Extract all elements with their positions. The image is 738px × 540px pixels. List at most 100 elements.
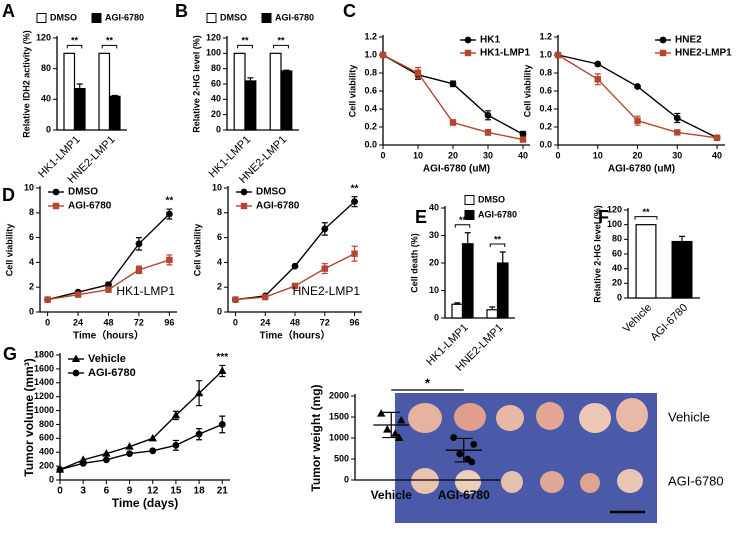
y-tick-label: 0.6 xyxy=(539,85,552,95)
bar xyxy=(233,52,246,131)
marker xyxy=(74,291,82,298)
significance-bracket xyxy=(454,224,471,228)
x-tick-label: 48 xyxy=(290,317,300,327)
photo-label: AGI-6780 xyxy=(668,473,724,488)
marker xyxy=(79,459,87,467)
y-tick-label: 6 xyxy=(29,232,34,242)
marker xyxy=(262,293,269,301)
marker xyxy=(72,369,80,377)
x-tick-label: AGI-6780 xyxy=(438,488,490,502)
x-tick-label: 12 xyxy=(147,486,159,497)
sd-whisker xyxy=(382,411,401,439)
marker xyxy=(713,134,721,141)
x-tick-label: 30 xyxy=(483,150,493,160)
marker xyxy=(659,49,667,57)
y-tick-label: 1400 xyxy=(34,377,54,387)
legend-label: DMSO xyxy=(478,194,505,204)
bar xyxy=(98,52,111,131)
error-bar xyxy=(76,83,83,89)
marker xyxy=(71,354,81,362)
y-tick-label: 120 xyxy=(206,32,221,42)
marker xyxy=(105,281,112,289)
y-tick-label: 400 xyxy=(39,447,54,457)
y-axis-label: Cell viability xyxy=(347,65,357,118)
y-tick-label: 0.0 xyxy=(364,139,377,149)
marker xyxy=(291,262,299,270)
marker xyxy=(166,256,173,264)
y-tick-label: 80 xyxy=(211,63,221,73)
x-tick-label: 21 xyxy=(217,486,229,497)
y-tick-label: 200 xyxy=(39,460,54,470)
x-tick-label: 9 xyxy=(127,486,133,497)
legend-label: AGI-6780 xyxy=(68,201,112,212)
y-tick-label: 800 xyxy=(39,419,54,429)
marker xyxy=(218,421,226,428)
marker xyxy=(232,296,239,303)
y-tick-label: 10 xyxy=(24,182,34,192)
bar xyxy=(244,80,257,131)
series-line xyxy=(59,423,223,471)
y-tick-label: 40 xyxy=(211,94,221,104)
marker xyxy=(519,136,527,143)
y-tick-label: 0.4 xyxy=(364,103,377,113)
y-tick-label: 1.2 xyxy=(364,31,377,41)
y-tick-label: 20 xyxy=(429,257,439,267)
y-tick-label: 0.6 xyxy=(364,85,377,95)
marker xyxy=(414,69,422,77)
series-line xyxy=(382,54,524,141)
bar xyxy=(451,303,464,319)
significance-bracket xyxy=(237,44,253,49)
y-tick-label: 100 xyxy=(607,219,622,229)
significance-bracket xyxy=(634,216,658,220)
legend-label: DMSO xyxy=(68,187,98,198)
marker xyxy=(351,250,358,257)
x-axis-label: AGI-6780 (uM) xyxy=(423,164,490,175)
marker xyxy=(379,51,387,59)
bar xyxy=(486,309,499,319)
marker xyxy=(674,129,681,136)
y-tick-label: 60 xyxy=(612,248,622,258)
marker xyxy=(218,366,227,374)
y-tick-label: 0.8 xyxy=(539,67,552,77)
marker xyxy=(484,129,492,136)
y-tick-label: 30 xyxy=(429,230,439,240)
legend-label: AGI-6780 xyxy=(88,367,136,379)
y-tick-label: 0 xyxy=(217,306,222,316)
legend-swatch xyxy=(36,13,47,23)
x-tick-label: 6 xyxy=(104,486,110,497)
x-tick-label: 96 xyxy=(164,317,174,327)
legend-label: AGI-6780 xyxy=(275,12,314,22)
marker xyxy=(172,441,180,449)
y-axis-label: Tumor weight (mg) xyxy=(309,384,323,491)
error-bar xyxy=(454,302,461,305)
y-tick-label: 0.0 xyxy=(539,139,552,149)
y-tick-label: 0 xyxy=(344,474,349,484)
y-tick-label: 8 xyxy=(217,207,222,217)
y-tick-label: 600 xyxy=(39,433,54,443)
x-tick-label: 20 xyxy=(633,150,643,160)
y-tick-label: 100 xyxy=(206,48,221,58)
x-axis-label: Time（hours） xyxy=(73,329,144,342)
panel-label: G xyxy=(3,344,17,364)
legend-label: HNE2 xyxy=(675,35,702,46)
marker xyxy=(634,83,641,90)
legend-swatch xyxy=(464,210,475,220)
x-tick-label: 0 xyxy=(380,150,385,160)
x-tick-label: 96 xyxy=(350,317,360,327)
y-tick-label: 2 xyxy=(217,282,222,292)
marker xyxy=(450,434,458,441)
panel-label: B xyxy=(175,1,188,21)
marker xyxy=(194,388,204,397)
legend-label: DMSO xyxy=(220,12,247,22)
panel-label: A xyxy=(2,1,15,21)
marker xyxy=(377,409,386,417)
marker xyxy=(456,450,464,458)
y-tick-label: 1.0 xyxy=(539,49,552,59)
error-bar xyxy=(283,69,290,71)
y-tick-label: 0 xyxy=(216,124,221,134)
marker xyxy=(634,117,641,124)
marker xyxy=(321,265,328,272)
y-tick-label: 8 xyxy=(29,207,34,217)
significance-label: ** xyxy=(106,36,114,46)
